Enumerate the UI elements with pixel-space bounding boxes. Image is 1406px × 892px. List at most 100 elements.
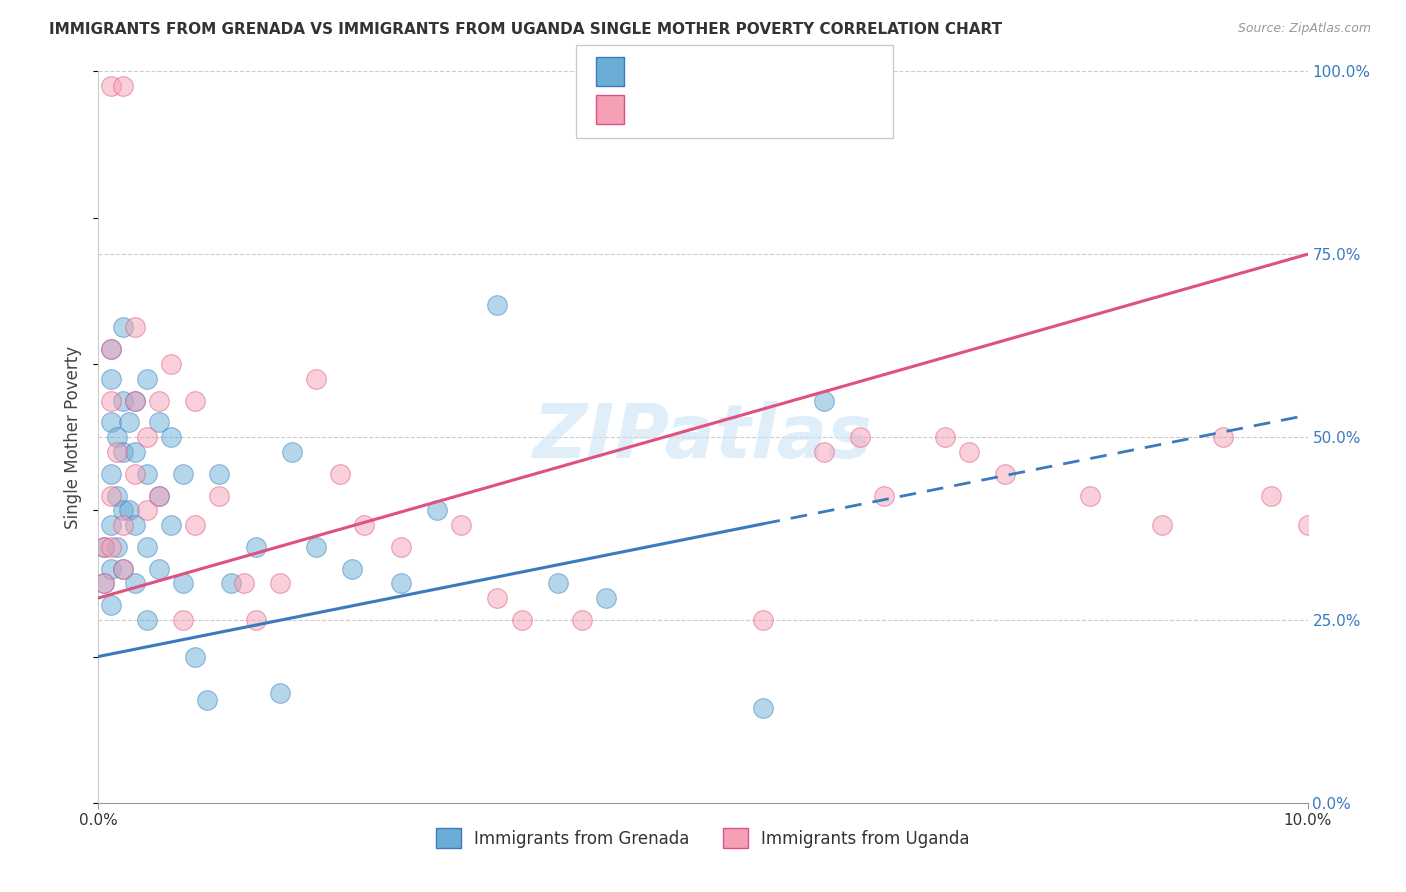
Text: 50: 50 (803, 62, 828, 79)
Text: 46: 46 (803, 101, 828, 119)
Point (450, 517, 472, 532)
Point (124, 393, 146, 408)
Point (595, 591, 617, 605)
Point (100, 371, 122, 385)
Point (105, 489, 128, 503)
Point (160, 357, 183, 371)
Point (111, 444, 134, 458)
Point (148, 562, 170, 576)
Point (571, 613, 593, 627)
Point (172, 576, 194, 591)
Point (486, 591, 509, 605)
Legend: Immigrants from Grenada, Immigrants from Uganda: Immigrants from Grenada, Immigrants from… (427, 820, 979, 856)
Point (1078, 489, 1101, 503)
Point (172, 467, 194, 481)
Point (208, 467, 231, 481)
Point (93, 540, 115, 554)
Point (752, 700, 775, 714)
Point (1152, 517, 1174, 532)
Point (245, 613, 267, 627)
Point (148, 393, 170, 408)
Point (100, 393, 122, 408)
Point (148, 416, 170, 430)
Point (100, 416, 122, 430)
Point (1212, 430, 1234, 444)
Point (1260, 489, 1282, 503)
Point (100, 343, 122, 357)
Point (111, 78, 134, 93)
Point (329, 467, 352, 481)
Point (934, 430, 956, 444)
Point (100, 78, 122, 93)
Point (1296, 517, 1319, 532)
Point (160, 517, 183, 532)
Text: Source: ZipAtlas.com: Source: ZipAtlas.com (1237, 22, 1371, 36)
Point (148, 489, 170, 503)
Point (305, 371, 328, 385)
Text: ZIPatlas: ZIPatlas (533, 401, 873, 474)
Point (245, 540, 267, 554)
Text: N =: N = (749, 101, 801, 119)
Text: 0.327: 0.327 (685, 101, 741, 119)
Point (135, 371, 157, 385)
Point (426, 503, 449, 517)
Point (111, 320, 134, 334)
Point (124, 467, 146, 481)
Point (111, 503, 134, 517)
Point (342, 562, 364, 576)
Point (111, 393, 134, 408)
Point (184, 393, 207, 408)
Point (269, 686, 291, 700)
Point (111, 562, 134, 576)
Text: IMMIGRANTS FROM GRENADA VS IMMIGRANTS FROM UGANDA SINGLE MOTHER POVERTY CORRELAT: IMMIGRANTS FROM GRENADA VS IMMIGRANTS FR… (49, 22, 1002, 37)
Point (111, 562, 134, 576)
Point (105, 540, 128, 554)
Point (221, 576, 243, 591)
Point (281, 444, 304, 458)
Point (994, 467, 1017, 481)
Point (813, 393, 835, 408)
Y-axis label: Single Mother Poverty: Single Mother Poverty (65, 345, 83, 529)
Point (547, 576, 569, 591)
Point (135, 467, 157, 481)
Point (353, 517, 375, 532)
Point (124, 393, 146, 408)
Point (873, 489, 896, 503)
Point (100, 599, 122, 613)
Point (813, 444, 835, 458)
Point (305, 540, 328, 554)
Point (93, 540, 115, 554)
Point (135, 613, 157, 627)
Point (957, 444, 980, 458)
Point (135, 540, 157, 554)
Point (389, 540, 412, 554)
Point (100, 489, 122, 503)
Point (849, 430, 872, 444)
Point (184, 649, 207, 664)
Point (172, 613, 194, 627)
Text: N =: N = (749, 62, 801, 79)
Point (184, 517, 207, 532)
Point (100, 540, 122, 554)
Point (208, 489, 231, 503)
Point (389, 576, 412, 591)
Point (124, 576, 146, 591)
Point (160, 430, 183, 444)
Point (100, 517, 122, 532)
Point (269, 576, 291, 591)
Point (118, 503, 141, 517)
Point (111, 517, 134, 532)
Point (100, 562, 122, 576)
Text: 0.203: 0.203 (685, 62, 741, 79)
Point (100, 343, 122, 357)
Point (148, 489, 170, 503)
Text: R =: R = (637, 62, 676, 79)
Point (752, 613, 775, 627)
Point (93, 576, 115, 591)
Point (105, 444, 128, 458)
Point (105, 430, 128, 444)
Point (486, 298, 509, 312)
Point (135, 430, 157, 444)
Point (510, 613, 533, 627)
Point (124, 320, 146, 334)
